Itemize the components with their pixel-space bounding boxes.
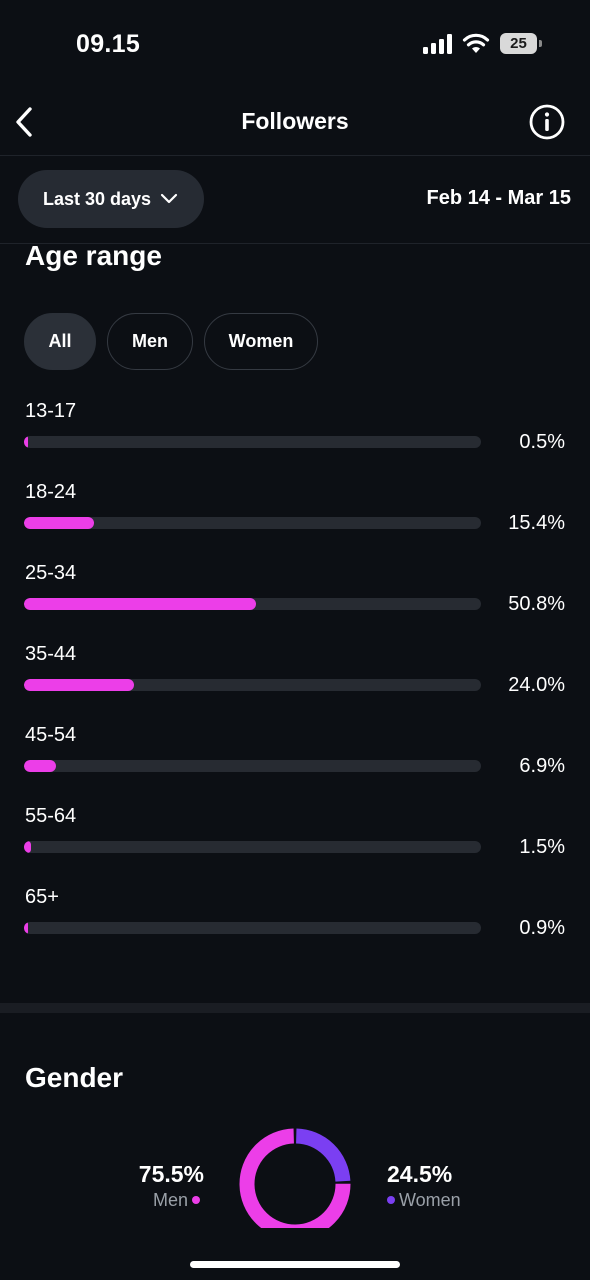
age-bar-track [24, 841, 481, 853]
back-button[interactable] [8, 102, 44, 142]
age-bar-track [24, 760, 481, 772]
gender-donut-chart [239, 1128, 351, 1228]
age-value: 0.9% [519, 917, 565, 939]
age-bar-fill [24, 598, 257, 610]
cellular-signal-icon [423, 34, 452, 54]
age-value: 50.8% [508, 593, 565, 615]
age-range-title: Age range [25, 240, 162, 271]
date-range-text: Feb 14 - Mar 15 [426, 187, 571, 209]
age-bar-track [24, 517, 481, 529]
age-row-65-plus: 65+ 0.9% [0, 886, 590, 956]
age-row-25-34: 25-34 50.8% [0, 562, 590, 632]
age-label: 25-34 [25, 562, 77, 584]
info-button[interactable] [528, 103, 566, 141]
donut-segment-men [239, 1128, 351, 1228]
section-divider [0, 1003, 590, 1013]
age-bar-track [24, 679, 481, 691]
gender-women-value: 24.5% [387, 1161, 453, 1187]
women-legend-dot [387, 1195, 395, 1204]
battery-icon: 25 [500, 33, 542, 55]
age-label: 13-17 [25, 400, 77, 422]
age-label: 18-24 [25, 481, 77, 503]
age-bar-fill [24, 841, 31, 853]
age-bar-track [24, 598, 481, 610]
status-bar: 09.15 25 [0, 0, 590, 90]
age-bar-fill [24, 436, 28, 448]
men-legend-dot [192, 1195, 200, 1204]
gender-men-value: 75.5% [138, 1161, 204, 1187]
age-bar-track [24, 436, 481, 448]
age-label: 45-54 [25, 724, 77, 746]
age-bar-fill [24, 922, 29, 934]
gender-women-stat: 24.5% Women [387, 1160, 461, 1212]
chevron-down-icon [160, 193, 178, 204]
date-range-dropdown-label: Last 30 days [43, 189, 152, 209]
donut-segment-women [295, 1128, 351, 1183]
segment-all[interactable]: All [24, 313, 96, 370]
age-value: 6.9% [519, 755, 565, 777]
age-label: 65+ [25, 886, 59, 908]
age-value: 15.4% [508, 512, 565, 534]
age-bar-fill [24, 517, 95, 529]
age-value: 24.0% [508, 674, 565, 696]
date-range-dropdown[interactable]: Last 30 days [18, 170, 204, 228]
info-icon [529, 104, 565, 140]
age-bar-track [24, 922, 481, 934]
gender-men-stat: 75.5% Men [139, 1160, 204, 1212]
age-row-45-54: 45-54 6.9% [0, 724, 590, 794]
age-label: 35-44 [25, 643, 77, 665]
wifi-icon [462, 33, 490, 53]
age-label: 55-64 [25, 805, 77, 827]
segment-women[interactable]: Women [204, 313, 318, 370]
home-indicator [190, 1261, 400, 1268]
age-row-55-64: 55-64 1.5% [0, 805, 590, 875]
age-bar-fill [24, 679, 134, 691]
segment-men[interactable]: Men [107, 313, 193, 370]
gender-women-label: Women [399, 1190, 461, 1210]
page-title: Followers [241, 108, 349, 134]
gender-men-label: Men [152, 1190, 188, 1210]
battery-level: 25 [510, 35, 527, 52]
status-time: 09.15 [76, 30, 141, 58]
age-value: 1.5% [519, 836, 565, 858]
filter-row: Last 30 days Feb 14 - Mar 15 [0, 157, 590, 244]
age-row-13-17: 13-17 0.5% [0, 400, 590, 470]
gender-title: Gender [25, 1062, 124, 1093]
header: Followers [0, 90, 590, 156]
chevron-left-icon [16, 107, 32, 137]
age-row-18-24: 18-24 15.4% [0, 481, 590, 551]
age-bar-fill [24, 760, 56, 772]
age-value: 0.5% [519, 431, 565, 453]
age-row-35-44: 35-44 24.0% [0, 643, 590, 713]
